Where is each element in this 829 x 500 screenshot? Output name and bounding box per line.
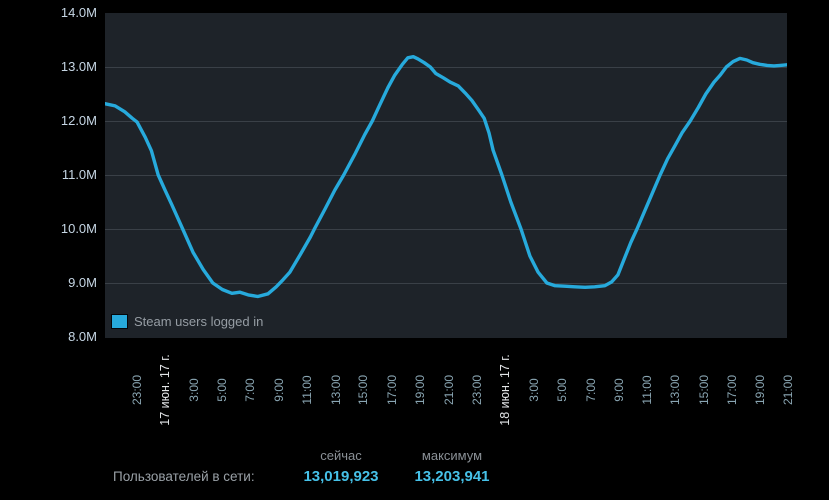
x-time-label: 5:00	[554, 378, 569, 402]
x-axis: 23:00 17 июн. 17 г. 3:00 5:00 7:00 9:00 11:00 1…	[0, 340, 829, 455]
x-time-label: 5:00	[215, 378, 230, 402]
x-time-label: 15:00	[696, 374, 711, 406]
data-line-steam-users	[105, 55, 787, 299]
stats-row-label: Пользователей в сети:	[113, 468, 255, 484]
x-time-label: 9:00	[271, 378, 286, 402]
y-tick-label: 9.0M	[68, 275, 97, 290]
x-time-label: 9:00	[611, 378, 626, 402]
y-tick-label: 12.0M	[60, 113, 97, 128]
x-time-label: 13:00	[668, 374, 683, 406]
y-tick-label: 11.0M	[61, 167, 97, 182]
y-tick-label: 14.0M	[60, 5, 97, 20]
x-date-label: 17 июн. 17 г.	[158, 354, 173, 426]
x-time-label: 3:00	[526, 378, 541, 402]
x-time-label: 7:00	[243, 378, 258, 402]
y-axis: 14.0M 13.0M 12.0M 11.0M 10.0M 9.0M 8.0M	[0, 0, 97, 360]
online-stats: сейчас максимум Пользователей в сети: 13…	[113, 447, 507, 486]
stat-header-now: сейчас	[320, 448, 362, 463]
users-line-chart	[105, 55, 787, 299]
x-time-label: 13:00	[328, 374, 343, 406]
x-time-label: 7:00	[583, 378, 598, 402]
x-time-label: 19:00	[753, 374, 768, 406]
stat-value-max: 13,203,941	[414, 467, 490, 485]
x-time-label: 3:00	[186, 378, 201, 402]
x-time-label: 15:00	[356, 374, 371, 406]
stat-value-now: 13,019,923	[303, 467, 379, 485]
chart-plot-area: Steam users logged in	[105, 13, 787, 338]
x-time-label: 21:00	[781, 374, 796, 406]
x-time-label: 21:00	[441, 374, 456, 406]
chart-legend: Steam users logged in	[112, 314, 263, 329]
x-time-label: 23:00	[469, 374, 484, 406]
y-tick-label: 8.0M	[68, 329, 97, 344]
legend-label: Steam users logged in	[134, 314, 264, 329]
x-time-label: 11:00	[299, 375, 314, 405]
y-tick-label: 13.0M	[60, 59, 97, 74]
x-time-label: 17:00	[724, 374, 739, 406]
stat-header-max: максимум	[421, 448, 483, 463]
x-time-label: 19:00	[413, 374, 428, 406]
x-time-label: 11:00	[640, 375, 655, 405]
x-date-label: 18 июн. 17 г.	[498, 354, 513, 426]
x-time-label: 23:00	[130, 374, 145, 406]
y-tick-label: 10.0M	[60, 221, 97, 236]
x-time-label: 17:00	[385, 374, 400, 406]
legend-swatch	[112, 315, 127, 328]
